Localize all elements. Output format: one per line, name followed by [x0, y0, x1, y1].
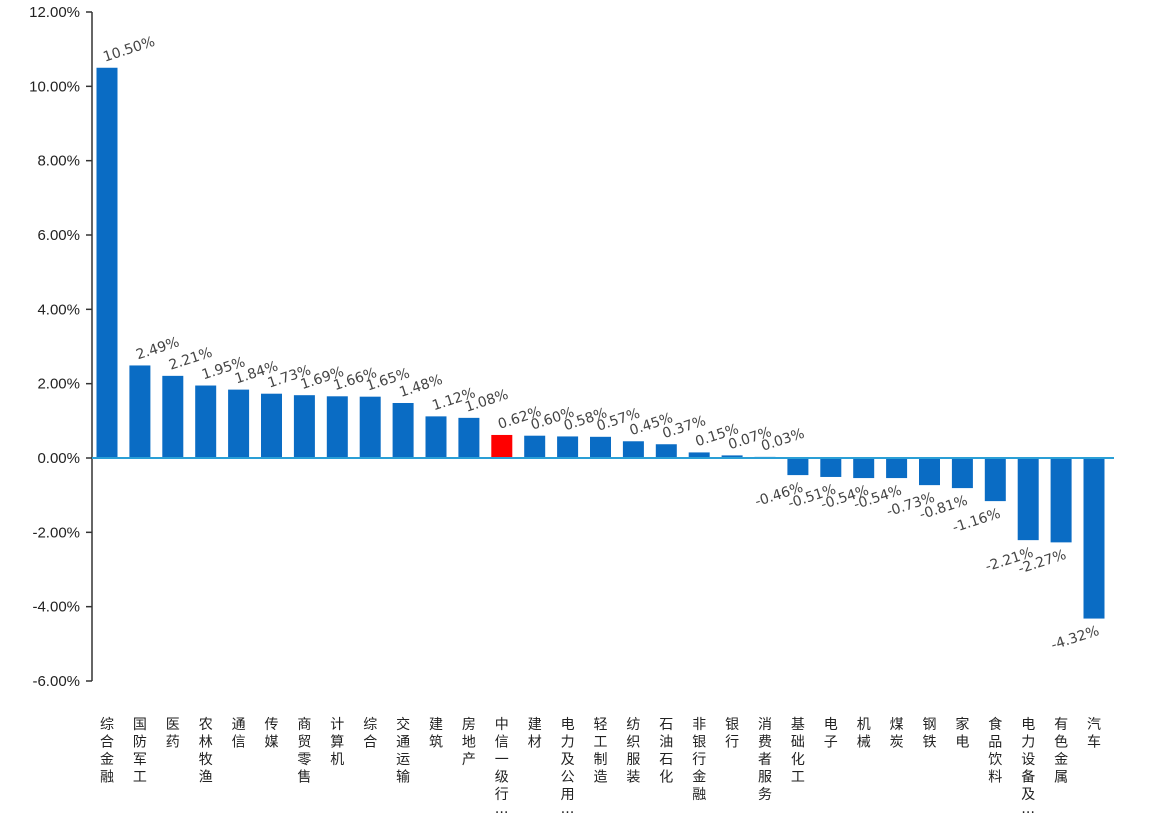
bar — [1017, 458, 1039, 541]
bar — [293, 395, 315, 458]
y-tick-label: -4.00% — [32, 599, 80, 616]
category-label: 商贸零售 — [297, 717, 311, 786]
category-label: 汽车 — [1087, 717, 1101, 751]
bar — [557, 436, 579, 458]
y-tick-label: 12.00% — [29, 4, 80, 21]
category-label: 轻工制造 — [594, 717, 608, 786]
bar — [984, 458, 1006, 502]
category-label: 中信一级行⋯ — [495, 717, 509, 821]
category-label: 煤炭 — [890, 717, 904, 751]
bar — [721, 455, 743, 458]
bar — [853, 458, 875, 479]
bar — [162, 375, 184, 458]
bar — [392, 402, 414, 458]
category-label: 基础化工 — [791, 716, 805, 786]
bar — [886, 458, 908, 479]
category-label: 综合 — [363, 717, 377, 751]
bar — [261, 393, 282, 458]
y-tick-label: 0.00% — [37, 450, 80, 467]
bar — [688, 452, 710, 458]
data-label: 10.50% — [101, 34, 157, 66]
bar — [491, 434, 513, 458]
y-tick-label: 2.00% — [37, 376, 80, 393]
bar — [787, 458, 809, 476]
y-tick-label: -2.00% — [32, 524, 80, 541]
y-tick-label: 6.00% — [37, 227, 80, 244]
bar — [326, 396, 348, 458]
data-label: -4.32% — [1049, 623, 1101, 654]
category-label: 国防军工 — [133, 717, 147, 786]
category-label: 医药 — [166, 717, 180, 751]
category-label: 综合金融 — [100, 717, 114, 786]
category-label: 纺织服装 — [626, 717, 640, 786]
bars — [96, 67, 1105, 619]
category-label: 计算机 — [330, 717, 344, 768]
category-label: 电力及公用⋯ — [561, 717, 575, 821]
category-label: 银行 — [725, 717, 739, 751]
bar — [425, 416, 447, 458]
bar — [820, 458, 842, 477]
category-label: 钢铁 — [923, 717, 937, 751]
bar — [458, 417, 480, 458]
bar — [590, 436, 611, 458]
bar — [919, 458, 940, 486]
category-label: 建筑 — [429, 717, 443, 751]
category-label: 建材 — [528, 717, 542, 751]
category-label: 传媒 — [265, 717, 279, 751]
bar — [195, 385, 217, 458]
category-label: 家电 — [955, 716, 969, 751]
y-tick-label: 4.00% — [37, 301, 80, 318]
category-label: 电力设备及⋯ — [1021, 717, 1035, 821]
bar — [951, 458, 973, 489]
category-label: 非银行金融 — [692, 717, 706, 803]
bar — [129, 365, 151, 458]
data-labels: 10.50%2.49%2.21%1.95%1.84%1.73%1.69%1.66… — [101, 34, 1101, 654]
bar — [524, 435, 546, 458]
category-label: 通信 — [232, 717, 246, 751]
category-label: 农林牧渔 — [199, 717, 213, 786]
y-tick-label: -6.00% — [32, 673, 80, 690]
bar — [359, 396, 381, 458]
category-label: 消费者服务 — [758, 717, 772, 803]
y-axis: 12.00% 10.00% 8.00% 6.00% 4.00% 2.00% 0.00% -2.… — [29, 4, 93, 690]
category-label: 房地产 — [462, 717, 476, 768]
bar — [655, 444, 677, 458]
category-label: 交通运输 — [396, 716, 410, 786]
category-label: 电子 — [824, 717, 838, 751]
category-label: 机械 — [857, 717, 871, 751]
y-tick-label: 10.00% — [29, 78, 80, 95]
category-label: 有色金属 — [1054, 717, 1068, 786]
bar — [228, 389, 250, 458]
category-label: 石油石化 — [659, 717, 673, 786]
bar — [622, 441, 644, 458]
y-tick-label: 8.00% — [37, 153, 80, 170]
bar — [1083, 458, 1105, 619]
bar — [1050, 458, 1072, 543]
category-label: 食品饮料 — [988, 716, 1002, 786]
bar — [96, 67, 118, 458]
